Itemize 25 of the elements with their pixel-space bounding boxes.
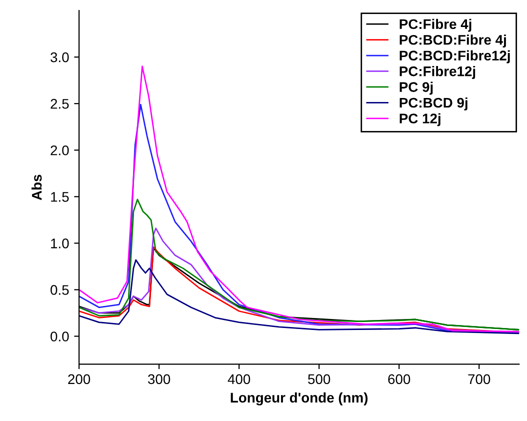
- y-tick-label: 3.0: [50, 52, 69, 62]
- y-tick-label: 0.0: [50, 332, 69, 342]
- line-series: [79, 228, 520, 334]
- legend-label: PC:Fibre12j: [400, 66, 476, 79]
- x-tick-label: 400: [228, 374, 250, 384]
- y-tick-label: 1.5: [51, 192, 69, 202]
- line-series: [79, 259, 520, 334]
- y-tick-label: 2.0: [50, 145, 69, 156]
- x-tick-label: 200: [68, 374, 90, 384]
- x-tick-label: 500: [308, 374, 330, 384]
- x-tick-label: 700: [468, 374, 490, 384]
- x-axis-title: Longeur d'onde (nm): [230, 392, 368, 406]
- y-tick-label: 0.5: [50, 285, 69, 295]
- legend-label: PC:BCD 9j: [400, 97, 468, 110]
- legend-label: PC:Fibre 4j: [400, 18, 472, 32]
- legend-label: PC 9j: [400, 82, 433, 95]
- y-tick-label: 2.5: [50, 98, 69, 109]
- legend-label: PC:BCD:Fibre12j: [400, 50, 510, 64]
- legend-label: PC:BCD:Fibre 4j: [400, 34, 506, 48]
- legend-label: PC 12j: [400, 113, 440, 126]
- x-tick-label: 600: [388, 374, 410, 384]
- x-tick-label: 300: [148, 374, 170, 384]
- line-series: [79, 198, 520, 330]
- y-axis-title: Abs: [32, 174, 42, 200]
- y-tick-label: 1.0: [51, 238, 69, 248]
